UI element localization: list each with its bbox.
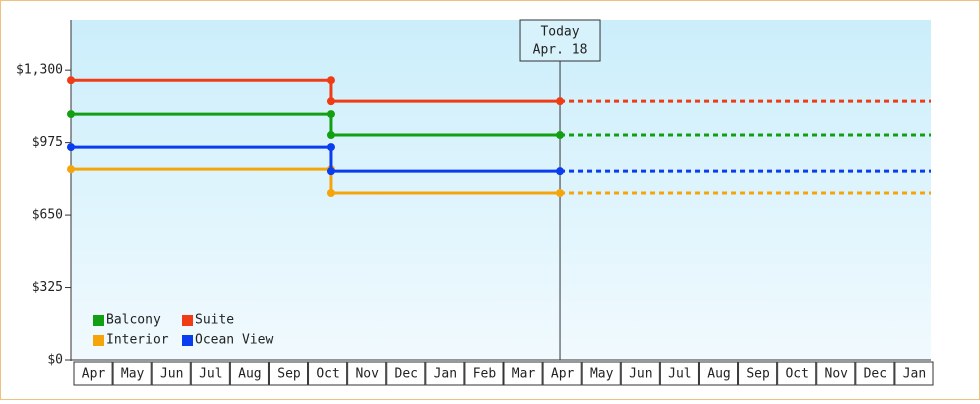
series-line [71,145,561,173]
data-point [556,189,565,198]
x-tick-label: Dec [395,367,418,382]
legend-swatch [182,335,193,346]
x-tick-box [542,361,582,386]
x-tick-box [425,361,465,386]
x-tick-label: Jan [434,367,457,382]
x-tick-box [464,361,504,386]
x-tick-box [620,361,660,386]
y-tick-label: $325 [32,280,63,295]
x-tick-box [73,361,113,386]
today-label: Today [540,25,579,40]
legend-label: Balcony [106,313,161,328]
series-line [71,167,561,195]
today-box [519,19,601,62]
data-point [326,167,335,176]
legend-label: Suite [195,313,234,328]
x-tick-label: May [590,367,614,382]
x-tick-box [190,361,230,386]
data-point [326,131,335,140]
data-point [326,143,335,152]
x-tick-label: Aug [238,367,261,382]
data-point [326,189,335,198]
y-tick-label: $1,300 [16,63,63,78]
x-tick-box [698,361,739,386]
x-tick-label: Apr [551,367,575,382]
x-tick-label: Sep [277,367,301,382]
x-tick-label: Sep [746,367,770,382]
x-tick-box [112,361,152,386]
legend-swatch [93,335,104,346]
data-point [556,97,565,106]
x-tick-label: Mar [512,367,536,382]
x-tick-box [347,361,387,386]
x-tick-label: Feb [473,367,497,382]
x-tick-box [894,361,934,386]
y-tick-label: $975 [32,135,63,150]
series-line [71,78,561,103]
data-point [326,97,335,106]
x-tick-box [308,361,348,386]
legend-swatch [182,315,193,326]
data-point [556,167,565,176]
data-point [556,131,565,140]
today-label: Apr. 18 [533,43,588,58]
y-tick-label: $0 [47,353,63,368]
x-tick-box [816,361,856,386]
x-tick-box [855,361,895,386]
x-tick-box [777,361,817,386]
legend-label: Ocean View [195,333,273,348]
x-tick-label: Jul [668,367,691,382]
data-point [67,143,75,152]
series-line [71,112,561,137]
data-point [67,76,75,85]
x-tick-box [503,361,543,386]
x-tick-label: Oct [785,367,808,382]
x-tick-box [659,361,699,386]
x-tick-box [581,361,621,386]
x-tick-label: Dec [864,367,887,382]
x-tick-label: May [121,367,145,382]
x-tick-label: Jun [629,367,652,382]
x-tick-box [386,361,426,386]
x-tick-label: Jan [903,367,926,382]
x-tick-box [151,361,191,386]
x-tick-label: Nov [825,367,849,382]
legend-swatch [93,315,104,326]
legend-label: Interior [106,333,169,348]
x-tick-label: Oct [316,367,339,382]
data-point [67,110,75,119]
x-tick-label: Jul [199,367,222,382]
data-point [326,76,335,85]
plot-area [71,20,931,360]
data-point [67,165,75,174]
x-tick-label: Aug [707,367,730,382]
x-tick-box [268,361,309,386]
x-tick-box [229,361,269,386]
x-tick-label: Jun [160,367,183,382]
y-tick-label: $650 [32,208,63,223]
data-point [326,110,335,119]
x-tick-box [738,361,778,386]
x-tick-label: Apr [82,367,106,382]
x-tick-label: Nov [355,367,379,382]
